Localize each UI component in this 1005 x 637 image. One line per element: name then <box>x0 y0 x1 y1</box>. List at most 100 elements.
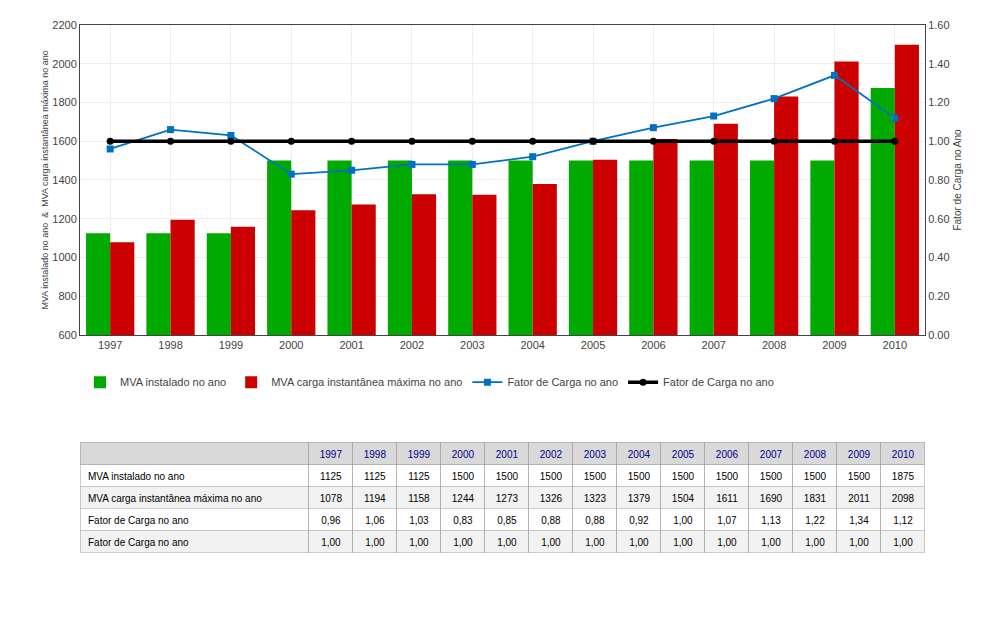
svg-text:1,03: 1,03 <box>409 515 429 526</box>
svg-text:Fator de Carga no Ano: Fator de Carga no Ano <box>952 129 963 231</box>
svg-text:1600: 1600 <box>52 135 76 147</box>
svg-text:1998: 1998 <box>158 339 182 351</box>
svg-text:0.40: 0.40 <box>928 251 949 263</box>
svg-text:1,12: 1,12 <box>893 515 913 526</box>
svg-text:1875: 1875 <box>892 471 915 482</box>
svg-text:1273: 1273 <box>496 493 519 504</box>
svg-text:1500: 1500 <box>760 471 783 482</box>
svg-text:2098: 2098 <box>892 493 915 504</box>
svg-text:0,85: 0,85 <box>497 515 517 526</box>
svg-text:1000: 1000 <box>52 251 76 263</box>
svg-text:2005: 2005 <box>581 339 605 351</box>
svg-text:2009: 2009 <box>848 449 871 460</box>
svg-text:2002: 2002 <box>540 449 563 460</box>
svg-text:1125: 1125 <box>408 471 430 482</box>
svg-text:MVA carga instantânea máxima n: MVA carga instantânea máxima no ano <box>271 376 462 388</box>
svg-text:2006: 2006 <box>716 449 739 460</box>
svg-text:MVA instalado no ano & MVA c: MVA instalado no ano & MVA carga instant… <box>40 50 50 309</box>
svg-text:2005: 2005 <box>672 449 695 460</box>
svg-text:2006: 2006 <box>641 339 665 351</box>
svg-text:0.20: 0.20 <box>928 290 949 302</box>
svg-text:1690: 1690 <box>760 493 783 504</box>
svg-text:2000: 2000 <box>279 339 303 351</box>
svg-text:2004: 2004 <box>520 339 544 351</box>
svg-text:1194: 1194 <box>364 493 386 504</box>
svg-text:Fator de Carga no ano: Fator de Carga no ano <box>88 537 189 548</box>
svg-text:1611: 1611 <box>716 493 738 504</box>
svg-text:2007: 2007 <box>702 339 726 351</box>
svg-text:1.20: 1.20 <box>928 96 949 108</box>
svg-text:1,00: 1,00 <box>673 515 693 526</box>
svg-text:1,00: 1,00 <box>629 537 649 548</box>
svg-text:1,00: 1,00 <box>541 537 561 548</box>
svg-text:1.00: 1.00 <box>928 135 949 147</box>
svg-text:1,00: 1,00 <box>717 537 737 548</box>
svg-text:1.40: 1.40 <box>928 58 949 70</box>
svg-text:2200: 2200 <box>52 19 76 31</box>
svg-text:1,34: 1,34 <box>849 515 869 526</box>
svg-text:2008: 2008 <box>762 339 786 351</box>
svg-text:0,88: 0,88 <box>541 515 561 526</box>
svg-text:1158: 1158 <box>408 493 430 504</box>
svg-text:1244: 1244 <box>452 493 475 504</box>
svg-text:1200: 1200 <box>52 213 76 225</box>
svg-text:1326: 1326 <box>540 493 563 504</box>
svg-text:1,00: 1,00 <box>761 537 781 548</box>
svg-text:1500: 1500 <box>540 471 563 482</box>
svg-text:2001: 2001 <box>339 339 363 351</box>
svg-text:1500: 1500 <box>452 471 475 482</box>
svg-text:1,00: 1,00 <box>365 537 385 548</box>
svg-text:1800: 1800 <box>52 96 76 108</box>
svg-text:2001: 2001 <box>496 449 519 460</box>
svg-text:800: 800 <box>58 290 76 302</box>
svg-text:1,00: 1,00 <box>321 537 341 548</box>
svg-text:0.00: 0.00 <box>928 329 949 341</box>
svg-text:1998: 1998 <box>364 449 387 460</box>
svg-text:0,83: 0,83 <box>453 515 473 526</box>
svg-text:1500: 1500 <box>672 471 695 482</box>
svg-text:1,00: 1,00 <box>805 537 825 548</box>
svg-text:MVA carga instantânea máxima n: MVA carga instantânea máxima no ano <box>88 493 262 504</box>
svg-text:1500: 1500 <box>716 471 739 482</box>
svg-text:1,00: 1,00 <box>849 537 869 548</box>
svg-text:1,00: 1,00 <box>893 537 913 548</box>
svg-text:1500: 1500 <box>584 471 607 482</box>
svg-text:2010: 2010 <box>892 449 915 460</box>
svg-text:1,00: 1,00 <box>673 537 693 548</box>
svg-text:1,13: 1,13 <box>761 515 781 526</box>
svg-text:MVA instalado no ano: MVA instalado no ano <box>120 376 226 388</box>
svg-text:2002: 2002 <box>400 339 424 351</box>
svg-text:2003: 2003 <box>460 339 484 351</box>
svg-text:1,00: 1,00 <box>497 537 517 548</box>
svg-text:1379: 1379 <box>628 493 651 504</box>
svg-text:1,07: 1,07 <box>717 515 737 526</box>
svg-text:0,88: 0,88 <box>585 515 605 526</box>
svg-text:0,92: 0,92 <box>629 515 649 526</box>
svg-text:MVA instalado no ano: MVA instalado no ano <box>88 471 185 482</box>
svg-text:1500: 1500 <box>628 471 651 482</box>
svg-text:1997: 1997 <box>98 339 122 351</box>
svg-text:1.60: 1.60 <box>928 19 949 31</box>
svg-text:2004: 2004 <box>628 449 651 460</box>
svg-text:1323: 1323 <box>584 493 607 504</box>
svg-text:1,22: 1,22 <box>805 515 825 526</box>
svg-text:1831: 1831 <box>804 493 827 504</box>
svg-text:1125: 1125 <box>364 471 386 482</box>
svg-text:2000: 2000 <box>452 449 475 460</box>
svg-text:0,96: 0,96 <box>321 515 341 526</box>
svg-text:Fator de Carga no ano: Fator de Carga no ano <box>663 376 774 388</box>
svg-text:1400: 1400 <box>52 174 76 186</box>
svg-text:0.80: 0.80 <box>928 174 949 186</box>
svg-text:2008: 2008 <box>804 449 827 460</box>
svg-text:1999: 1999 <box>408 449 431 460</box>
svg-text:1,06: 1,06 <box>365 515 385 526</box>
svg-text:1500: 1500 <box>496 471 519 482</box>
svg-text:1,00: 1,00 <box>585 537 605 548</box>
svg-text:2011: 2011 <box>848 493 870 504</box>
svg-text:1500: 1500 <box>804 471 827 482</box>
svg-text:1500: 1500 <box>848 471 871 482</box>
svg-text:2010: 2010 <box>883 339 907 351</box>
svg-text:1125: 1125 <box>320 471 342 482</box>
svg-text:1,00: 1,00 <box>453 537 473 548</box>
svg-text:Fator de Carga no ano: Fator de Carga no ano <box>507 376 618 388</box>
